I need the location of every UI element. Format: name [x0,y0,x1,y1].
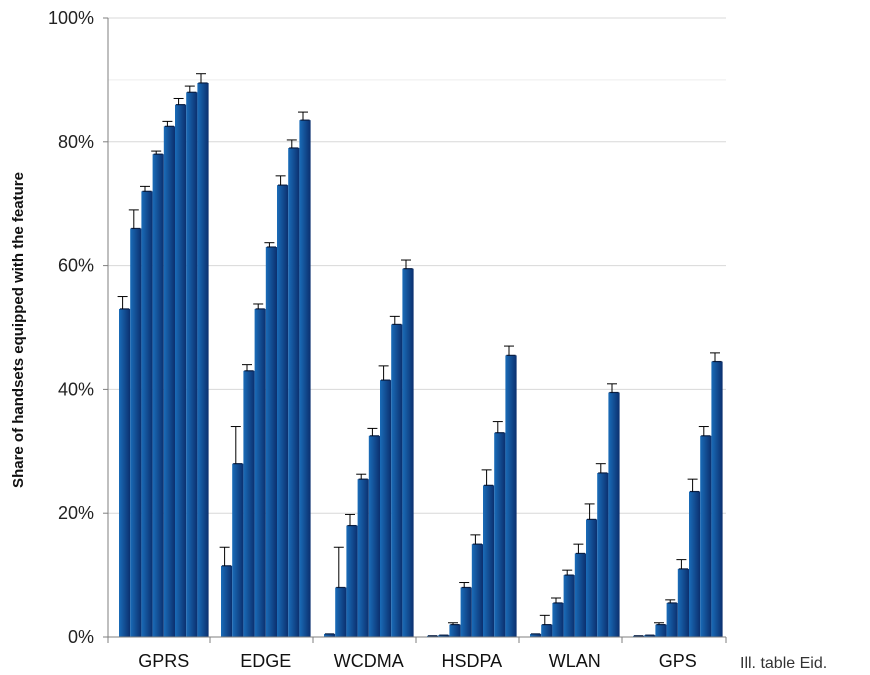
bar [288,147,300,638]
labels: 0% 20% 40% 60% 80% 100% GPRS EDGE WCDMA HSDPA WLAN… [48,8,697,671]
y-axis-title: Share of handsets equipped with the feat… [10,172,27,488]
y-tick-label: 60% [58,256,94,276]
bar [335,587,347,637]
y-tick-label: 40% [58,379,94,399]
bar [427,635,439,637]
y-tick-label: 20% [58,503,94,523]
bar [346,525,358,637]
cutoff-caption: Ill. table Eid. [740,655,827,672]
bar [299,120,311,637]
bar [586,519,598,637]
bar [689,491,701,637]
bar [563,575,575,637]
x-category-label: WCDMA [334,651,404,671]
bar [530,633,542,637]
x-category-label: EDGE [240,651,291,671]
x-category-label: HSDPA [441,651,502,671]
x-category-label: GPS [659,651,697,671]
bar [380,380,392,637]
x-category-label: GPRS [138,651,189,671]
bar [700,435,712,637]
bar [608,392,620,637]
bar [368,435,380,637]
bar [711,361,723,637]
bar [163,126,175,637]
bar [438,635,450,637]
bar [574,553,586,637]
y-tick-label: 0% [68,627,94,647]
bar [677,568,689,637]
bar [494,432,506,637]
x-category-label: WLAN [549,651,601,671]
bar [277,185,289,637]
bar [666,602,678,637]
axes [103,17,727,643]
bar [197,82,209,638]
bar [483,485,495,637]
bar [597,472,609,637]
bar [633,635,645,637]
bar [221,565,233,637]
y-tick-label: 100% [48,8,94,28]
bar [119,308,131,637]
bar [402,268,414,637]
bar [152,154,164,637]
bar [552,602,564,637]
bar [265,247,277,637]
bar [471,544,483,637]
error-bars [117,73,720,625]
bar [541,624,553,637]
bar [186,92,198,637]
bar [254,308,266,637]
grid-lines [108,17,726,514]
bar [175,104,187,637]
bar [130,228,142,637]
bar [644,635,656,637]
bar [655,624,667,637]
bar [243,370,255,637]
bar [141,191,153,637]
bar [505,355,517,637]
bars [119,82,723,638]
bar [324,633,336,637]
bar [232,463,244,637]
y-tick-label: 80% [58,132,94,152]
bar [357,479,369,637]
bar [391,324,403,637]
bar [460,587,472,637]
bar [449,624,461,637]
